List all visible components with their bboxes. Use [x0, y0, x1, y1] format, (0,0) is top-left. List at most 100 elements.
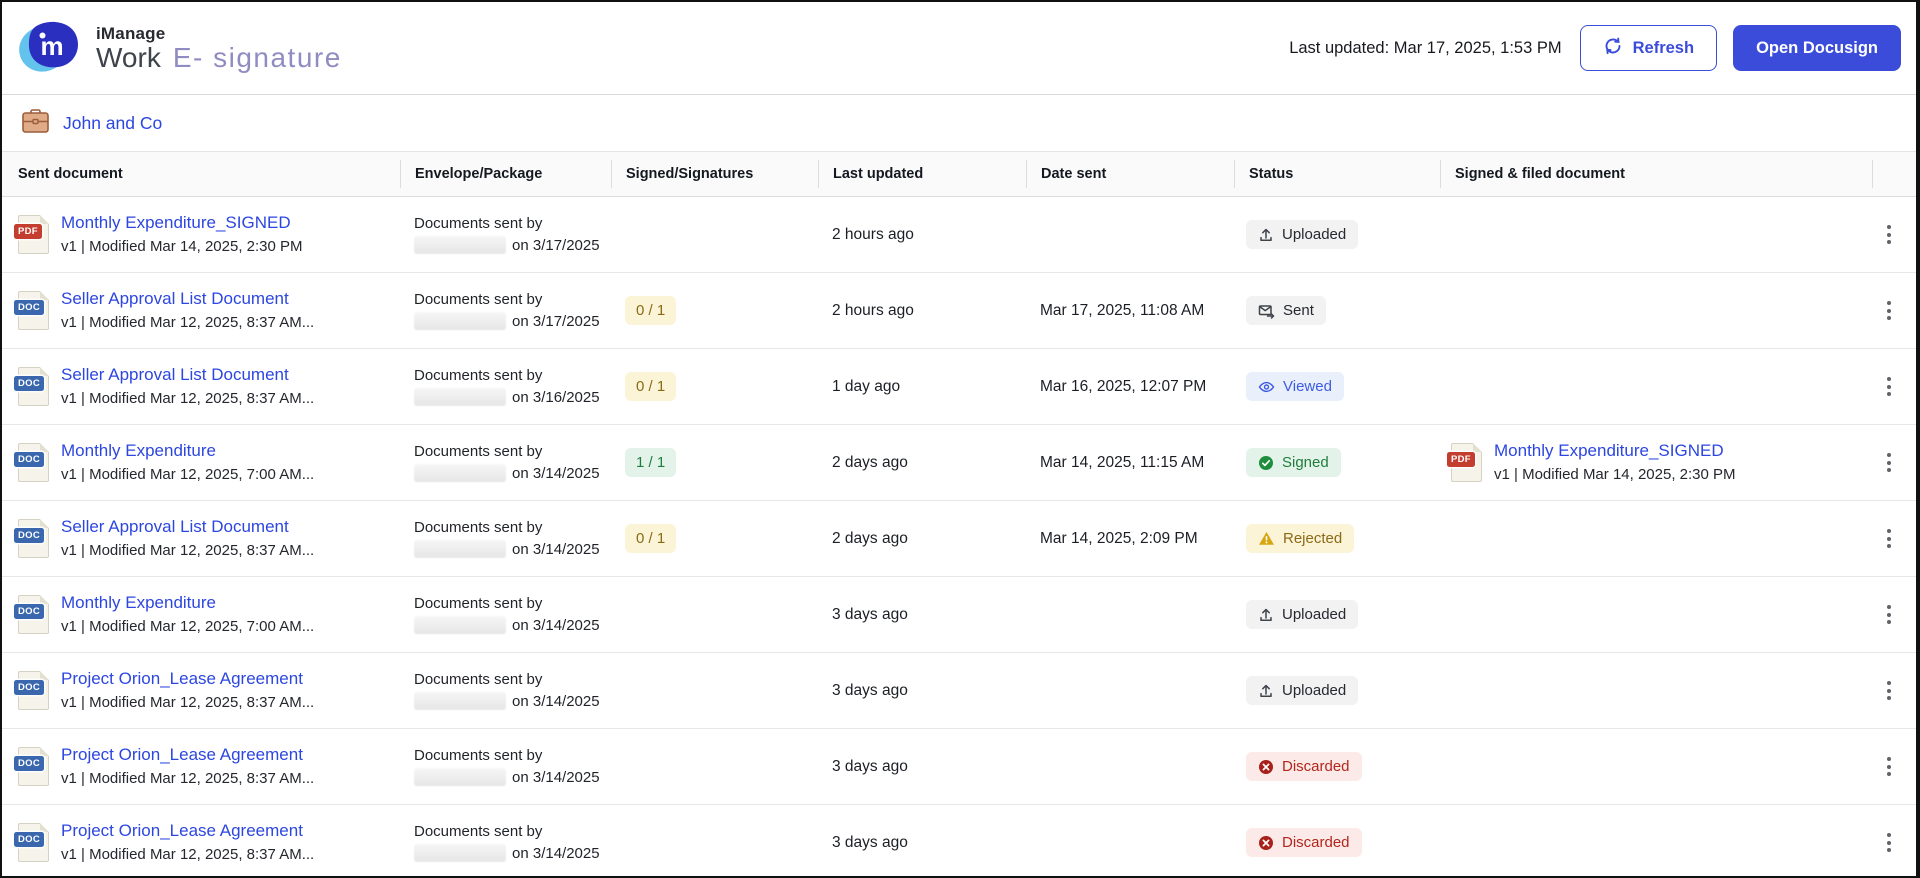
- envelope-line1: Documents sent by: [414, 290, 543, 308]
- envelope-cell: Documents sent by on 3/14/2025: [400, 441, 611, 485]
- document-link[interactable]: Project Orion_Lease Agreement: [61, 669, 303, 689]
- status-label: Uploaded: [1282, 682, 1347, 699]
- brand: m iManage Work E- signature: [18, 17, 342, 80]
- column-header-signed-signatures: Signed/Signatures: [611, 160, 818, 188]
- column-header-status: Status: [1234, 160, 1440, 188]
- row-actions-cell: [1872, 443, 1916, 483]
- last-updated-text: Last updated: Mar 17, 2025, 1:53 PM: [1289, 38, 1562, 57]
- date-sent-cell: Mar 16, 2025, 12:07 PM: [1040, 377, 1207, 395]
- row-actions-cell: [1872, 519, 1916, 559]
- table-row: DOC Seller Approval List Document v1 | M…: [2, 349, 1916, 425]
- last-updated-cell: 2 hours ago: [832, 301, 914, 319]
- signatures-cell: 0 / 1: [611, 524, 818, 553]
- document-meta: v1 | Modified Mar 14, 2025, 2:30 PM: [61, 238, 303, 256]
- table-body: PDF Monthly Expenditure_SIGNED v1 | Modi…: [2, 197, 1916, 876]
- date-sent-cell: Mar 17, 2025, 11:08 AM: [1040, 301, 1205, 319]
- envelope-cell: Documents sent by on 3/14/2025: [400, 745, 611, 789]
- sent-document-cell: DOC Monthly Expenditure v1 | Modified Ma…: [2, 592, 400, 637]
- file-type-badge: DOC: [14, 452, 45, 467]
- file-type-badge: DOC: [14, 832, 45, 847]
- envelope-send-icon: [1258, 303, 1275, 319]
- kebab-menu-icon[interactable]: [1874, 443, 1904, 483]
- file-type-icon: DOC: [14, 671, 49, 710]
- workspace-link[interactable]: John and Co: [63, 112, 163, 133]
- row-actions-cell: [1872, 595, 1916, 635]
- table-row: PDF Monthly Expenditure_SIGNED v1 | Modi…: [2, 197, 1916, 273]
- filed-document-link[interactable]: Monthly Expenditure_SIGNED: [1494, 441, 1724, 461]
- row-actions-cell: [1872, 671, 1916, 711]
- document-link[interactable]: Seller Approval List Document: [61, 365, 289, 385]
- sent-document-cell: DOC Project Orion_Lease Agreement v1 | M…: [2, 668, 400, 713]
- document-link[interactable]: Monthly Expenditure_SIGNED: [61, 213, 291, 233]
- kebab-menu-icon[interactable]: [1874, 747, 1904, 787]
- status-label: Signed: [1282, 454, 1329, 471]
- status-badge: Uploaded: [1246, 600, 1359, 629]
- status-label: Viewed: [1283, 378, 1332, 395]
- sent-document-cell: DOC Project Orion_Lease Agreement v1 | M…: [2, 744, 400, 789]
- table-row: DOC Project Orion_Lease Agreement v1 | M…: [2, 653, 1916, 729]
- document-meta: v1 | Modified Mar 12, 2025, 8:37 AM...: [61, 694, 315, 712]
- envelope-sent-on: on 3/17/2025: [512, 312, 600, 330]
- envelope-line1: Documents sent by: [414, 594, 543, 612]
- kebab-menu-icon[interactable]: [1874, 215, 1904, 255]
- table-row: DOC Seller Approval List Document v1 | M…: [2, 273, 1916, 349]
- document-link[interactable]: Monthly Expenditure: [61, 593, 216, 613]
- status-label: Uploaded: [1282, 606, 1347, 623]
- kebab-menu-icon[interactable]: [1874, 823, 1904, 863]
- upload-icon: [1258, 227, 1274, 243]
- kebab-menu-icon[interactable]: [1874, 367, 1904, 407]
- redacted-sender-name: [414, 387, 506, 406]
- document-link[interactable]: Project Orion_Lease Agreement: [61, 745, 303, 765]
- envelope-line1: Documents sent by: [414, 822, 543, 840]
- envelope-sent-on: on 3/14/2025: [512, 540, 600, 558]
- sent-document-cell: DOC Project Orion_Lease Agreement v1 | M…: [2, 820, 400, 865]
- kebab-menu-icon[interactable]: [1874, 291, 1904, 331]
- status-label: Discarded: [1282, 758, 1350, 775]
- document-link[interactable]: Project Orion_Lease Agreement: [61, 821, 303, 841]
- status-badge: Sent: [1246, 296, 1326, 325]
- svg-text:m: m: [40, 31, 63, 61]
- refresh-button[interactable]: Refresh: [1579, 25, 1718, 71]
- file-type-icon: DOC: [14, 291, 49, 330]
- open-docusign-button[interactable]: Open Docusign: [1733, 25, 1901, 71]
- signatures-cell: 0 / 1: [611, 372, 818, 401]
- kebab-menu-icon[interactable]: [1874, 519, 1904, 559]
- status-cell: Rejected: [1234, 524, 1440, 553]
- envelope-cell: Documents sent by on 3/14/2025: [400, 821, 611, 865]
- last-updated-cell: 2 hours ago: [832, 225, 914, 243]
- envelope-cell: Documents sent by on 3/14/2025: [400, 593, 611, 637]
- kebab-menu-icon[interactable]: [1874, 595, 1904, 635]
- sent-document-cell: DOC Seller Approval List Document v1 | M…: [2, 288, 400, 333]
- refresh-icon: [1603, 36, 1623, 61]
- filed-file-type-badge: PDF: [1447, 452, 1475, 467]
- status-label: Rejected: [1283, 530, 1343, 547]
- envelope-line1: Documents sent by: [414, 670, 543, 688]
- table-row: DOC Seller Approval List Document v1 | M…: [2, 501, 1916, 577]
- file-type-badge: DOC: [14, 528, 45, 543]
- document-link[interactable]: Monthly Expenditure: [61, 441, 216, 461]
- redacted-sender-name: [414, 235, 506, 254]
- document-link[interactable]: Seller Approval List Document: [61, 517, 289, 537]
- document-link[interactable]: Seller Approval List Document: [61, 289, 289, 309]
- column-header-sent-document: Sent document: [18, 166, 123, 182]
- kebab-menu-icon[interactable]: [1874, 671, 1904, 711]
- eye-icon: [1258, 379, 1275, 395]
- brand-app: Work: [96, 42, 161, 74]
- status-cell: Uploaded: [1234, 220, 1440, 249]
- open-docusign-label: Open Docusign: [1756, 38, 1878, 57]
- document-meta: v1 | Modified Mar 12, 2025, 8:37 AM...: [61, 314, 315, 332]
- file-type-badge: DOC: [14, 680, 45, 695]
- sent-document-cell: DOC Seller Approval List Document v1 | M…: [2, 364, 400, 409]
- date-sent-cell: Mar 14, 2025, 11:15 AM: [1040, 453, 1205, 471]
- column-header-envelope-package: Envelope/Package: [400, 160, 611, 188]
- file-type-badge: PDF: [14, 224, 42, 239]
- table-row: DOC Project Orion_Lease Agreement v1 | M…: [2, 729, 1916, 805]
- last-updated-cell: 1 day ago: [832, 377, 901, 395]
- x-circle-icon: [1258, 835, 1274, 851]
- redacted-sender-name: [414, 691, 506, 710]
- document-meta: v1 | Modified Mar 12, 2025, 8:37 AM...: [61, 542, 315, 560]
- file-type-badge: DOC: [14, 376, 45, 391]
- redacted-sender-name: [414, 843, 506, 862]
- table-row: DOC Project Orion_Lease Agreement v1 | M…: [2, 805, 1916, 876]
